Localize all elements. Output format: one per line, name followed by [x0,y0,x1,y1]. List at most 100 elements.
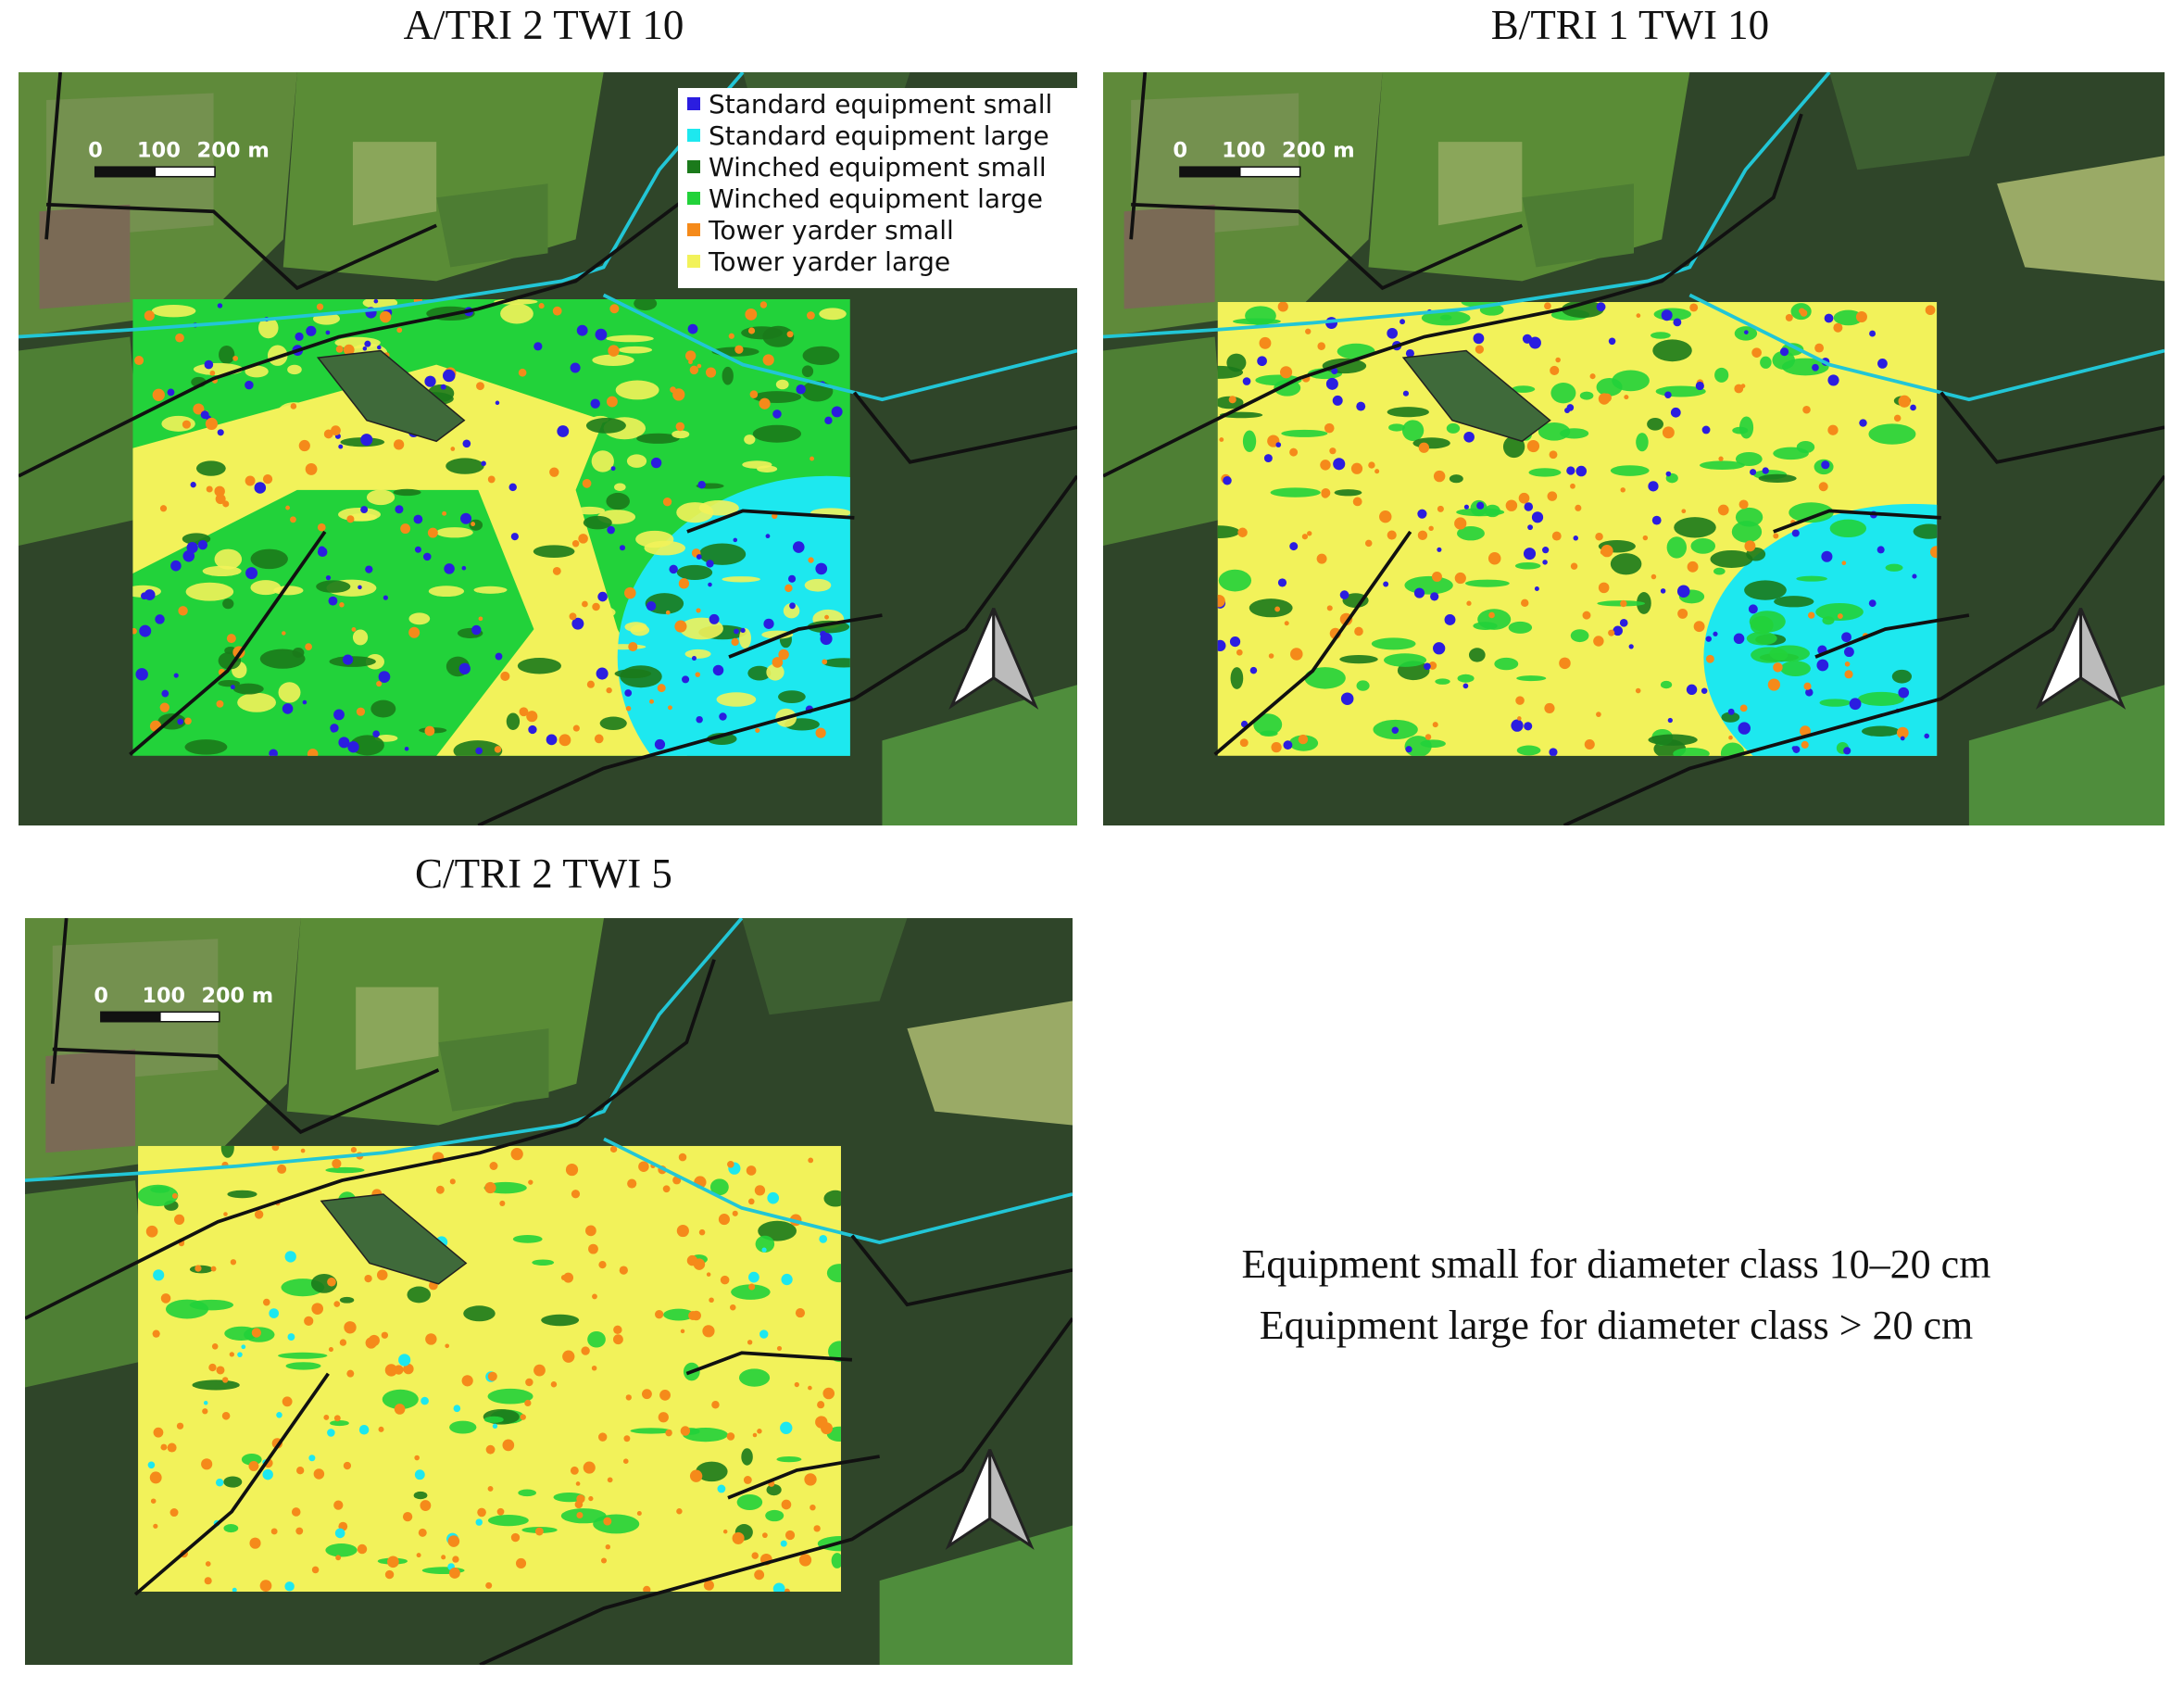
overlay-dot [1391,726,1400,735]
overlay-dot [685,350,697,361]
overlay-patch [1260,730,1278,737]
overlay-dot [546,734,558,746]
overlay-patch [223,1476,243,1488]
overlay-dot [1837,613,1843,620]
overlay-dot [662,1185,671,1193]
overlay-dot [1701,425,1711,435]
overlay-patch [828,1341,841,1363]
overlay-dot [822,659,828,665]
overlay-patch [1819,699,1851,707]
overlay-dot [408,626,420,638]
overlay-dot [1566,466,1575,475]
overlay-dot [804,1473,817,1486]
river [25,918,1073,1245]
overlay-dot [582,600,588,608]
overlay-dot [1843,747,1851,755]
overlay-dot [628,641,638,652]
overlay-dot [485,1581,493,1589]
overlay-dot [1547,491,1558,501]
overlay-dot [1762,467,1769,474]
overlay-dot [1317,342,1325,350]
overlay-dot [1681,509,1687,514]
overlay-dot [1807,611,1815,619]
overlay-dot [331,425,341,436]
overlay-dot [1827,374,1839,386]
overlay-dot [1677,608,1688,619]
overlay-dot [510,533,519,541]
overlay-dot [1405,746,1412,753]
overlay-dot [706,1272,711,1277]
overlay-dot [1325,377,1338,390]
overlay-dot [734,628,739,635]
overlay-patch [349,449,377,462]
overlay-dot [528,724,537,735]
overlay-dot [1849,698,1862,711]
overlay-dot [1598,582,1610,594]
overlay-dot [484,1181,496,1194]
overlay-patch [1720,742,1745,756]
overlay-dot [1387,530,1397,540]
overlay-dot [638,1161,649,1172]
overlay-dot [323,429,333,439]
overlay-dot [1620,599,1627,608]
overlay-dot [605,1544,610,1550]
overlay-dot [520,1414,526,1420]
overlay-patch [506,712,521,730]
overlay-dot [1476,501,1485,510]
overlay-patch [370,699,396,718]
overlay-patch [636,433,680,444]
overlay-patch [744,435,756,445]
overlay-patch [227,1190,257,1199]
field [1103,336,1229,546]
overlay-patch [592,354,634,367]
overlay-patch [1528,468,1562,477]
overlay-patch [783,603,800,619]
overlay-patch [1217,525,1240,539]
overlay-dot [347,741,359,753]
overlay-dot [662,497,672,507]
overlay-patch [1514,562,1541,570]
overlay-dot [772,1582,785,1593]
overlay-patch [250,548,288,570]
overlay-patch [222,598,234,610]
overlay-patch [1749,611,1786,633]
overlay-dot [291,1507,301,1517]
legend-label: Winched equipment small [709,152,1047,183]
overlay-dot [815,727,826,738]
overlay-dot [718,1214,730,1226]
overlay-dot [489,1162,498,1170]
overlay-dot [780,1421,793,1434]
overlay-patch [473,710,504,716]
overlay-patch [325,1166,365,1174]
overlay-dot [209,370,216,376]
overlay-patch [1772,350,1795,370]
overlay-dot [592,1293,597,1300]
overlay-dot [282,703,294,714]
overlay-dot [748,1283,756,1291]
overlay-dot [206,485,213,493]
overlay-dot [763,618,774,629]
north-arrow [992,607,1039,710]
field [1997,156,2165,282]
overlay-patch [823,1190,841,1207]
overlay-dot [762,1532,768,1539]
overlay-dot [1750,469,1757,476]
overlay-dot [698,1228,706,1236]
overlay-dot [298,439,310,452]
scale-label: 0 [88,139,103,163]
overlay-dot [357,1543,368,1555]
overlay-patch [237,692,276,712]
scale-bar [154,166,216,178]
overlay-patch [736,1494,763,1510]
overlay-patch [741,1448,753,1466]
overlay-dot [201,1458,213,1470]
overlay-dot [1802,405,1811,414]
overlay-patch [741,326,783,340]
overlay-dot [216,699,224,708]
overlay-dot [161,689,169,698]
overlay-patch [1245,306,1276,326]
overlay-dot [1271,742,1282,753]
overlay-dot [358,585,362,590]
overlay-dot [824,614,829,620]
north-arrow [988,1448,1035,1550]
